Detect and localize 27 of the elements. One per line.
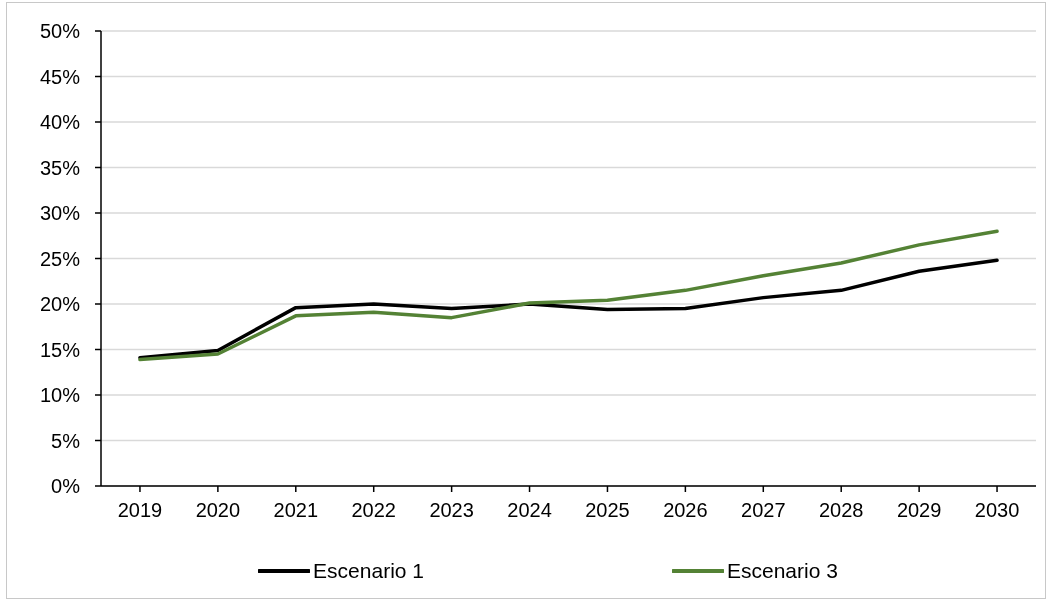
y-tick-label: 40% bbox=[39, 111, 81, 134]
x-tick-label: 2020 bbox=[195, 499, 241, 522]
line-series bbox=[138, 258, 999, 360]
legend-label: Escenario 3 bbox=[727, 559, 838, 583]
y-tick-label: 10% bbox=[39, 384, 81, 407]
y-tick-label: 35% bbox=[39, 156, 81, 179]
x-tick-label: 2027 bbox=[741, 499, 786, 522]
x-tick-label: 2021 bbox=[273, 499, 319, 522]
x-tick-label: 2019 bbox=[117, 499, 163, 522]
x-tick-label: 2030 bbox=[974, 499, 1020, 522]
line-series bbox=[138, 229, 999, 362]
y-tick-label: 30% bbox=[39, 202, 81, 225]
x-tick-label: 2024 bbox=[507, 499, 552, 522]
y-tick-label: 0% bbox=[51, 475, 81, 498]
y-tick-label: 45% bbox=[39, 65, 81, 88]
x-tick-label: 2022 bbox=[351, 499, 396, 522]
x-tick-label: 2029 bbox=[896, 499, 942, 522]
y-tick-label: 20% bbox=[39, 293, 81, 316]
y-tick-label: 5% bbox=[51, 429, 81, 452]
x-tick-label: 2025 bbox=[585, 499, 630, 522]
y-tick-label: 25% bbox=[39, 247, 81, 270]
x-tick-label: 2026 bbox=[663, 499, 708, 522]
x-tick-label: 2023 bbox=[429, 499, 474, 522]
x-tick-label: 2028 bbox=[818, 499, 864, 522]
legend-label: Escenario 1 bbox=[313, 559, 424, 583]
y-tick-label: 50% bbox=[39, 20, 81, 43]
y-tick-label: 15% bbox=[39, 338, 81, 361]
